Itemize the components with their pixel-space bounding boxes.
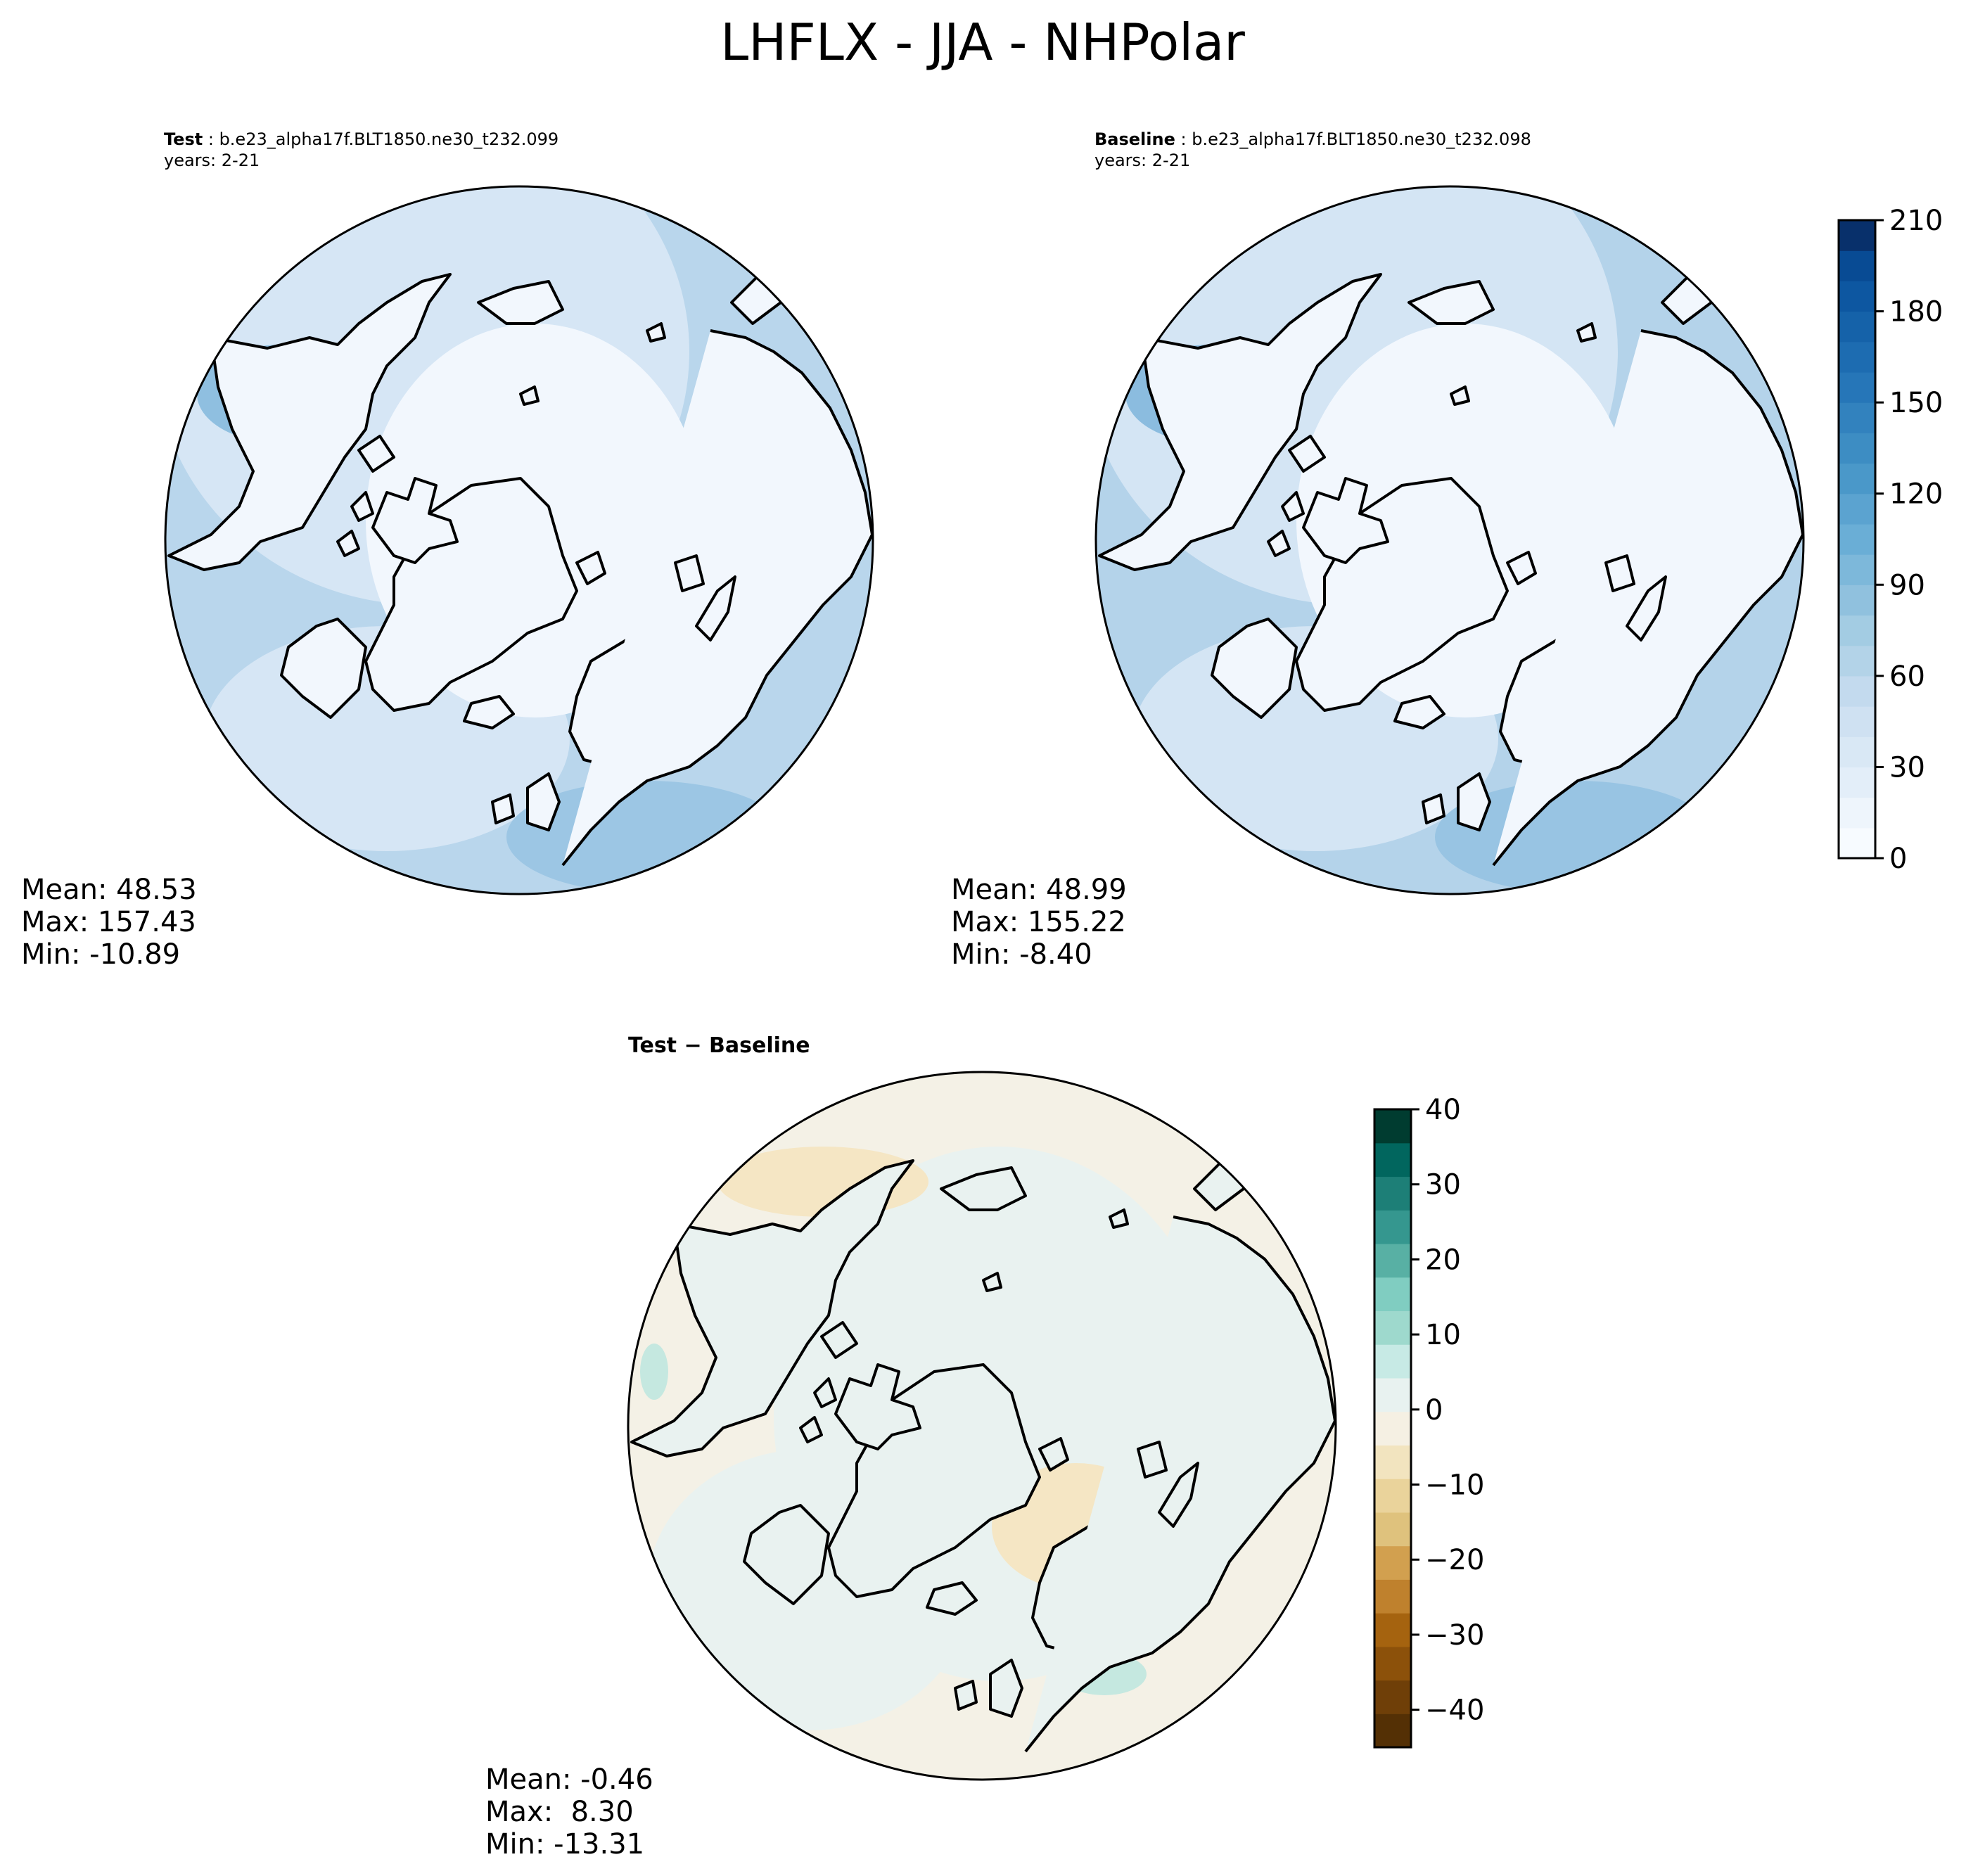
colorbar-main-tick-label: 180 [1889, 296, 1943, 328]
colorbar-diff-segment [1374, 1512, 1411, 1547]
colorbar-main-segment [1839, 311, 1875, 343]
colorbar-diff-tick-label: 0 [1425, 1394, 1443, 1427]
colorbar-diff-tick-label: −30 [1425, 1619, 1484, 1652]
baseline-map [1094, 185, 1805, 895]
colorbar-diff-segment [1374, 1579, 1411, 1614]
colorbar-diff-segment [1374, 1714, 1411, 1748]
colorbar-diff-segment [1374, 1646, 1411, 1681]
baseline-header: Baseline : b.e23_alpha17f.BLT1850.ne30_t… [1094, 129, 1531, 149]
baseline-stat-mean: Mean: 48.99 [951, 874, 1127, 906]
colorbar-diff-segment [1374, 1176, 1411, 1211]
colorbar-diff-tick-label: 30 [1425, 1169, 1461, 1201]
colorbar-main-segment [1839, 645, 1875, 677]
colorbar-diff-segment [1374, 1210, 1411, 1244]
colorbar-main-segment [1839, 585, 1875, 616]
colorbar-main-segment [1839, 523, 1875, 555]
baseline-label-case: : b.e23_alpha17f.BLT1850.ne30_t232.098 [1175, 129, 1531, 149]
colorbar-diff-tick-label: −10 [1425, 1469, 1484, 1502]
colorbar-diff: 40 30 20 10 0 −10 −20 −30 −40 [1373, 1094, 1484, 1749]
diff-stat-min: Min: -13.31 [485, 1828, 644, 1861]
colorbar-main-segment [1839, 554, 1875, 585]
baseline-stat-min: Min: -8.40 [951, 938, 1092, 971]
colorbar-diff-segment [1374, 1142, 1411, 1178]
colorbar-diff-segment [1374, 1344, 1411, 1379]
baseline-stat-max: Max: 155.22 [951, 906, 1126, 938]
colorbar-diff-frame [1373, 1108, 1412, 1749]
colorbar-main-tick-label: 0 [1889, 843, 1907, 875]
colorbar-main-segment [1839, 433, 1875, 464]
colorbar-main-tick-label: 30 [1889, 751, 1925, 784]
colorbar-main-segment [1839, 736, 1875, 768]
test-panel: Test : b.e23_alpha17f.BLT1850.ne30_t232.… [21, 129, 874, 971]
test-stat-max: Max: 157.43 [21, 906, 196, 938]
colorbar-main-segment [1839, 615, 1875, 646]
colorbar-diff-tick-label: 20 [1425, 1244, 1461, 1276]
colorbar-diff-tick-label: −40 [1425, 1695, 1484, 1727]
colorbar-main-segment [1839, 220, 1875, 251]
colorbar-main-segment [1839, 675, 1875, 707]
colorbar-main-segment [1839, 371, 1875, 403]
colorbar-diff-tick-label: 10 [1425, 1319, 1461, 1351]
colorbar-main-tick-label: 90 [1889, 569, 1925, 601]
test-map-boundary [164, 185, 874, 895]
diff-map [627, 1071, 1337, 1781]
figure-title: LHFLX - JJA - NHPolar [720, 13, 1245, 72]
baseline-panel: Baseline : b.e23_alpha17f.BLT1850.ne30_t… [951, 129, 1805, 971]
colorbar-diff-segment [1374, 1479, 1411, 1513]
colorbar-diff-tick-label: −20 [1425, 1544, 1484, 1576]
colorbar-main-segment [1839, 827, 1875, 859]
test-map [164, 185, 874, 895]
test-header: Test : b.e23_alpha17f.BLT1850.ne30_t232.… [164, 129, 558, 149]
diff-header: Test − Baseline [628, 1033, 810, 1058]
colorbar-main-tick-label: 210 [1889, 205, 1943, 237]
colorbar-diff-segment [1374, 1377, 1411, 1412]
colorbar-main-segment [1839, 250, 1875, 281]
colorbar-main-segment [1839, 767, 1875, 798]
test-stat-min: Min: -10.89 [21, 938, 180, 971]
colorbar-main-segment [1839, 706, 1875, 737]
colorbar-main-segment [1839, 402, 1875, 433]
baseline-years: years: 2-21 [1094, 151, 1190, 170]
test-label-case: : b.e23_alpha17f.BLT1850.ne30_t232.099 [203, 129, 558, 149]
colorbar-main-tick-label: 60 [1889, 661, 1925, 693]
colorbar-diff-segment [1374, 1613, 1411, 1647]
baseline-label-bold: Baseline [1094, 129, 1175, 149]
colorbar-diff-segment [1374, 1109, 1411, 1144]
diff-map-boundary [627, 1071, 1337, 1781]
colorbar-main-segment [1839, 463, 1875, 494]
test-years: years: 2-21 [164, 151, 260, 170]
colorbar-main-tick-label: 120 [1889, 478, 1943, 511]
colorbar-main-segment [1839, 797, 1875, 829]
test-label-bold: Test [164, 129, 203, 149]
diff-panel: Test − Baseline Mean: -0.46 Max: 8.30 Mi… [485, 1033, 1337, 1861]
colorbar-main-tick-label: 150 [1889, 387, 1943, 419]
colorbar-diff-segment [1374, 1445, 1411, 1479]
colorbar-diff-segment [1374, 1680, 1411, 1714]
colorbar-diff-segment [1374, 1545, 1411, 1580]
diff-stat-mean: Mean: -0.46 [485, 1763, 653, 1796]
colorbar-main-segment [1839, 281, 1875, 312]
colorbar-main-frame [1837, 219, 1877, 860]
colorbar-diff-segment [1374, 1411, 1411, 1446]
baseline-map-boundary [1094, 185, 1805, 895]
test-stat-mean: Mean: 48.53 [21, 874, 197, 906]
diff-stat-max: Max: 8.30 [485, 1796, 634, 1828]
colorbar-main-segment [1839, 493, 1875, 525]
colorbar-diff-tick-label: 40 [1425, 1094, 1461, 1126]
colorbar-main: 0 30 60 90 120 150 180 210 [1837, 205, 1943, 875]
colorbar-diff-segment [1374, 1310, 1411, 1345]
colorbar-diff-segment [1374, 1243, 1411, 1278]
colorbar-diff-segment [1374, 1277, 1411, 1312]
colorbar-main-segment [1839, 341, 1875, 373]
